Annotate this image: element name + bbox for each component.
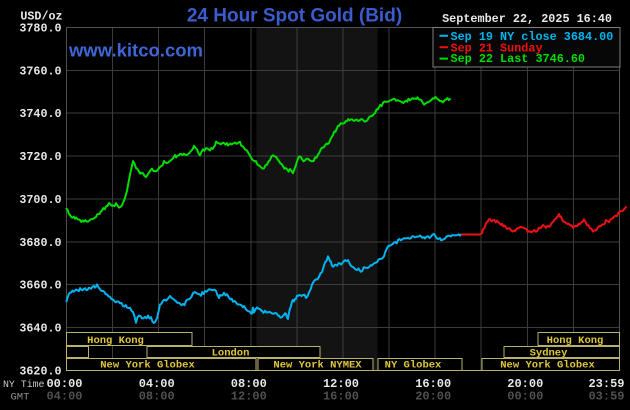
svg-text:3700.0: 3700.0 [19,193,61,207]
svg-text:Sep 19 NY close 3684.00: Sep 19 NY close 3684.00 [451,30,614,44]
svg-text:04:00: 04:00 [139,377,175,391]
svg-text:00:00: 00:00 [507,390,543,404]
svg-text:USD/oz: USD/oz [20,10,62,24]
svg-text:www.kitco.com: www.kitco.com [68,40,203,61]
svg-text:3680.0: 3680.0 [19,236,61,250]
svg-text:23:59: 23:59 [588,377,624,391]
svg-text:3740.0: 3740.0 [19,107,61,121]
svg-text:NY Globex: NY Globex [385,360,442,372]
svg-text:20:00: 20:00 [507,377,543,391]
svg-text:3780.0: 3780.0 [19,22,61,36]
svg-text:Hong Kong: Hong Kong [547,335,604,347]
svg-text:20:00: 20:00 [415,390,451,404]
svg-text:12:00: 12:00 [231,390,267,404]
svg-text:New York NYMEX: New York NYMEX [273,360,362,372]
svg-text:08:00: 08:00 [231,377,267,391]
svg-text:00:00: 00:00 [46,377,82,391]
svg-text:3620.0: 3620.0 [19,364,61,378]
svg-text:New York Globex: New York Globex [500,360,595,372]
svg-text:Sep 21 Sunday: Sep 21 Sunday [451,41,543,55]
svg-text:16:00: 16:00 [415,377,451,391]
svg-text:3720.0: 3720.0 [19,150,61,164]
svg-text:NY Time: NY Time [3,379,45,390]
svg-text:3660.0: 3660.0 [19,279,61,293]
svg-text:12:00: 12:00 [323,377,359,391]
svg-text:Hong Kong: Hong Kong [87,335,144,347]
svg-text:Sydney: Sydney [530,348,569,360]
svg-text:04:00: 04:00 [46,390,82,404]
svg-text:24 Hour Spot Gold (Bid): 24 Hour Spot Gold (Bid) [187,6,402,27]
svg-text:GMT: GMT [11,392,30,404]
svg-text:03:59: 03:59 [588,390,624,404]
svg-text:Sep 22 Last 3746.60: Sep 22 Last 3746.60 [451,52,586,66]
svg-text:London: London [212,348,250,360]
svg-text:08:00: 08:00 [139,390,175,404]
svg-text:3640.0: 3640.0 [19,322,61,336]
svg-text:3760.0: 3760.0 [19,64,61,78]
svg-text:New York Globex: New York Globex [100,360,195,372]
svg-text:16:00: 16:00 [323,390,359,404]
svg-text:September 22, 2025 16:40: September 22, 2025 16:40 [442,12,612,26]
